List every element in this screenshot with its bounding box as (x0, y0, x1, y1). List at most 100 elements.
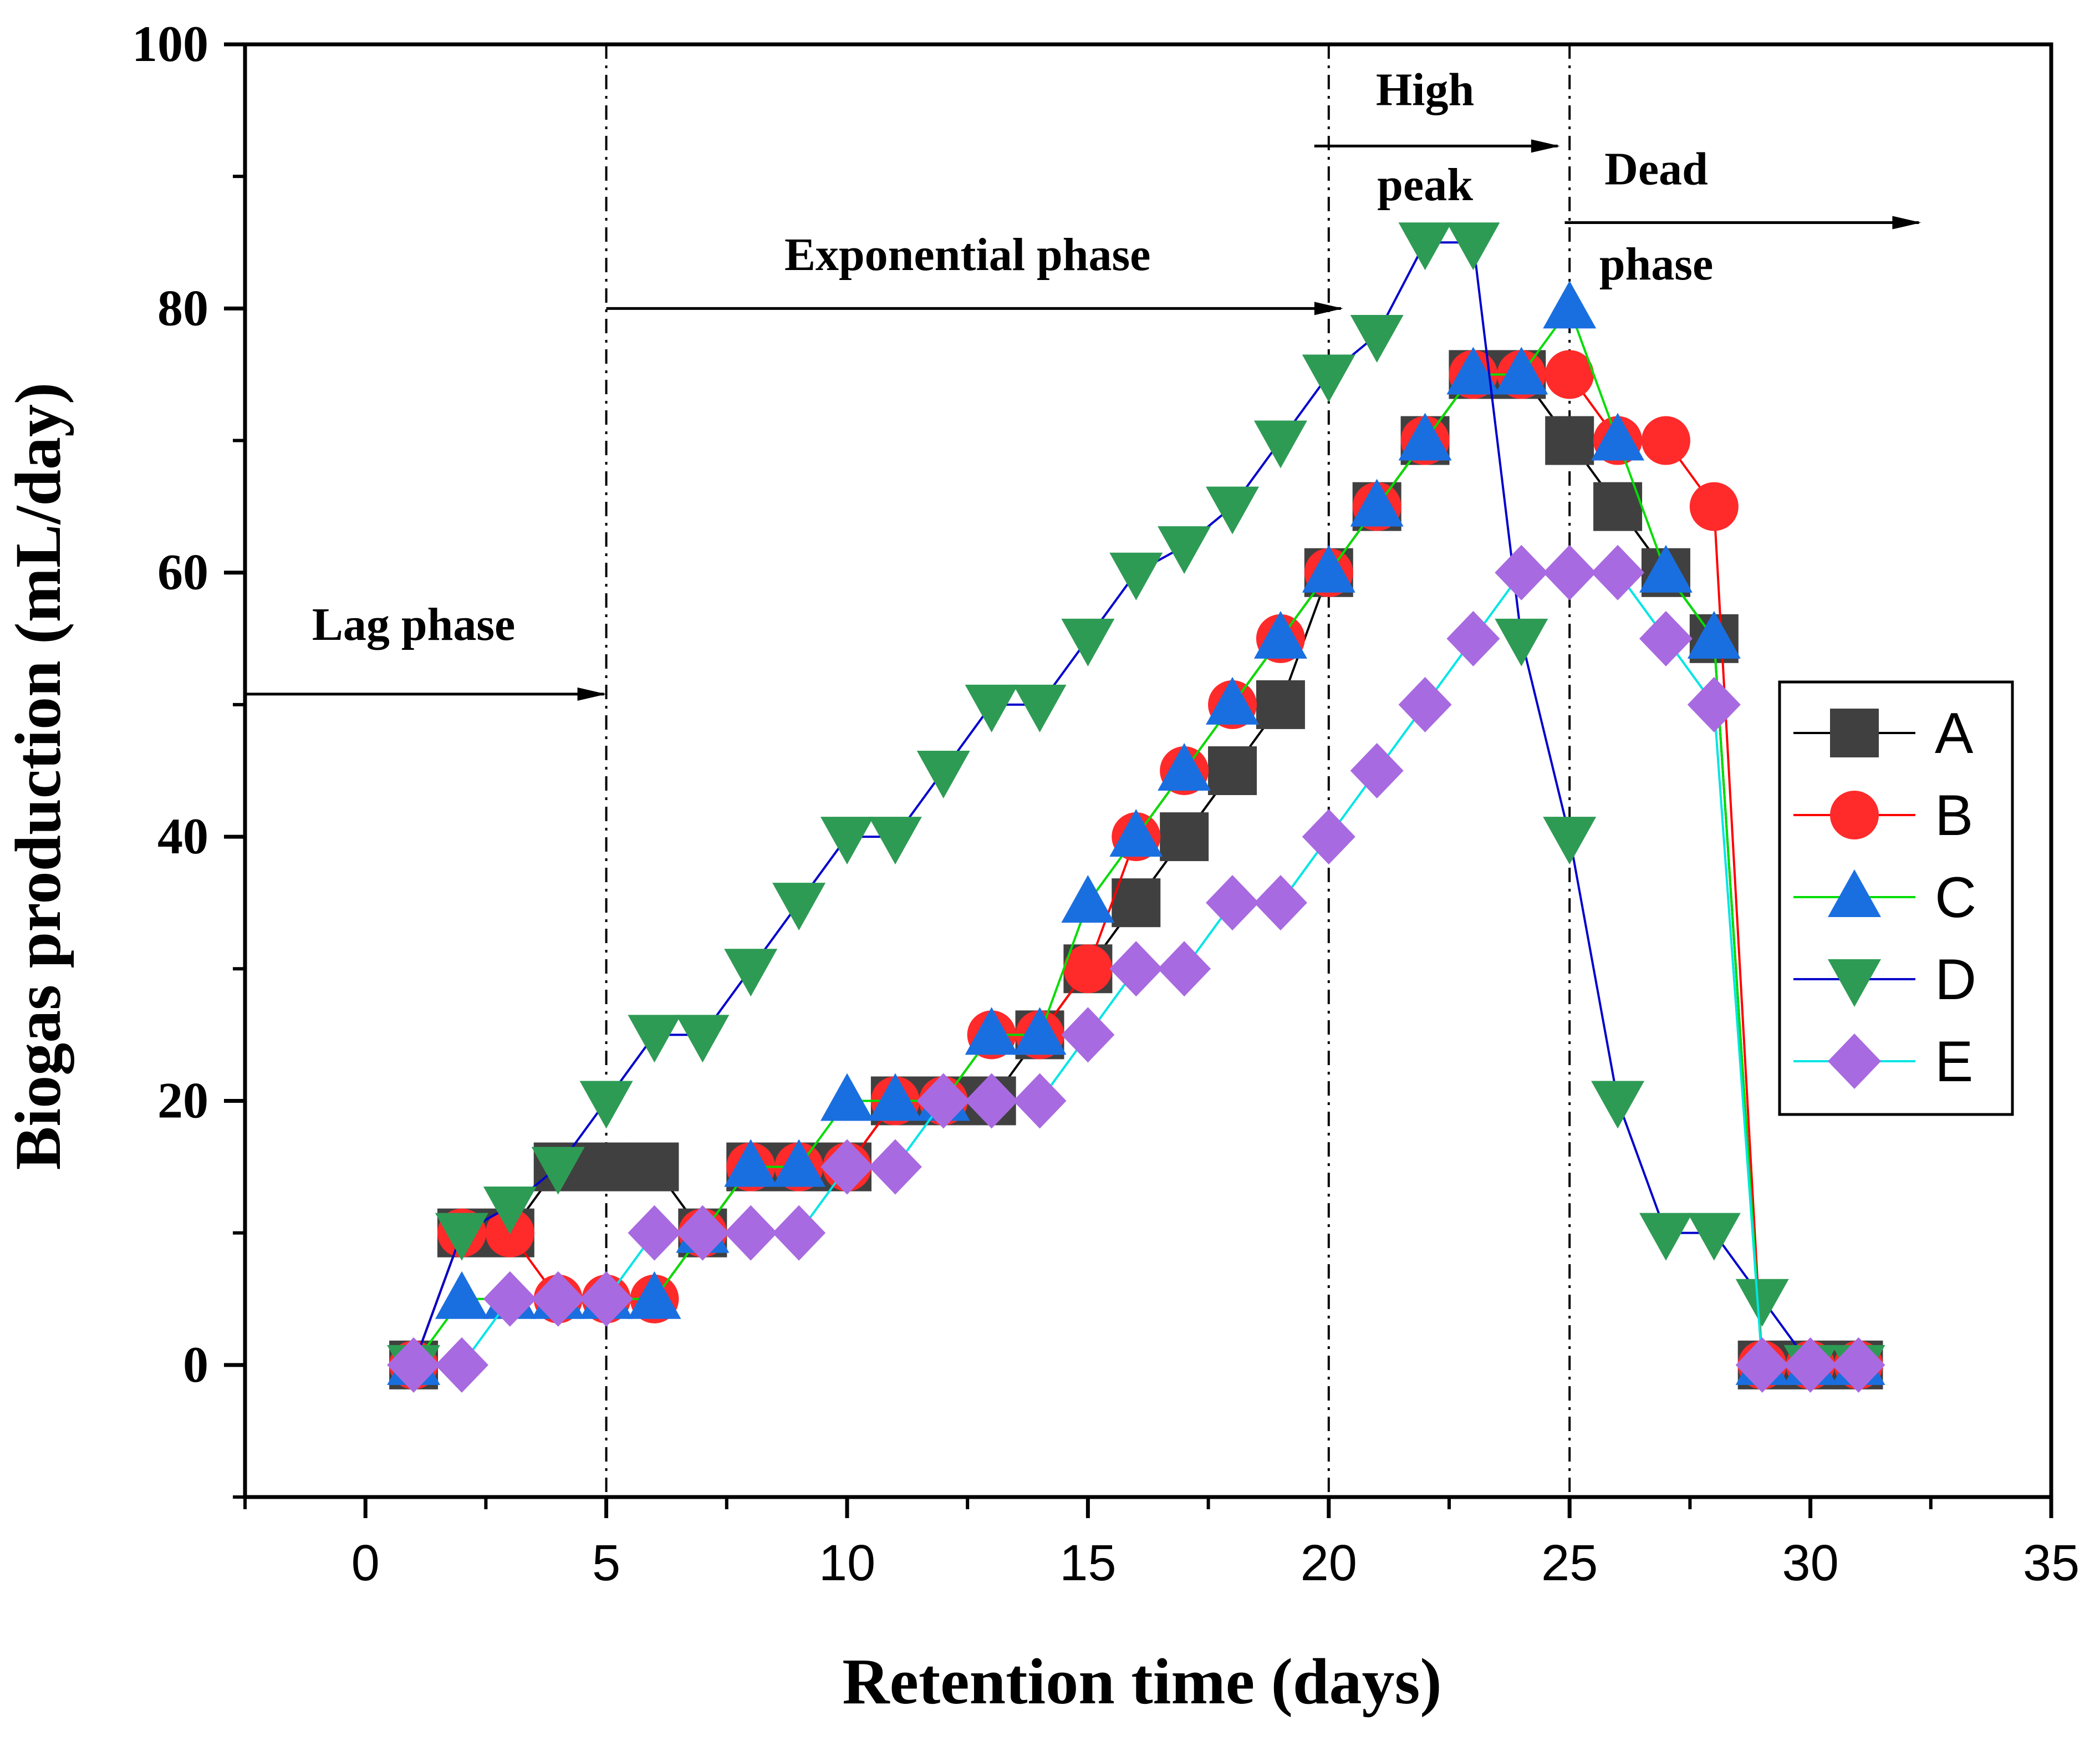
arrow-head (1892, 216, 1921, 230)
series-E-point-22 (1398, 676, 1452, 732)
series-C-point-17 (1158, 743, 1211, 791)
series-E-point-27 (1639, 610, 1693, 666)
series-E-point-8 (724, 1205, 778, 1261)
series-D-point-11 (868, 817, 922, 865)
arrow-head (577, 687, 606, 701)
series-D-point-6 (628, 1015, 681, 1063)
annotation-lag: Lag phase (245, 599, 606, 701)
y-tick-label-100: 100 (132, 16, 208, 72)
x-tick-label-35: 35 (2023, 1535, 2079, 1591)
series-B-point-27 (1641, 416, 1690, 465)
series-E-point-19 (1253, 875, 1307, 931)
y-tick-label-80: 80 (157, 279, 208, 336)
annotation-high-peak-line-2: peak (1377, 159, 1473, 211)
series-A-point-18 (1208, 746, 1257, 795)
series-E-point-1 (387, 1337, 441, 1393)
legend-label-E: E (1935, 1030, 1973, 1094)
series-E-point-11 (868, 1139, 922, 1195)
legend-item-B: B (1793, 783, 1973, 848)
series-C-point-9 (772, 1139, 826, 1187)
series-C-point-22 (1398, 413, 1452, 461)
series-A-point-6 (630, 1142, 679, 1192)
series-D-point-8 (724, 949, 778, 997)
x-tick-label-30: 30 (1782, 1535, 1838, 1591)
series-D-point-4 (531, 1147, 585, 1195)
series-D-point-18 (1206, 486, 1260, 534)
legend-marker-D (1828, 959, 1881, 1007)
series-D-point-17 (1158, 526, 1211, 574)
series-E-point-28 (1687, 676, 1741, 732)
series-E-point-15 (1061, 1007, 1115, 1063)
series-D-point-24 (1495, 618, 1548, 666)
series-E-point-9 (772, 1205, 826, 1261)
series-D-point-27 (1639, 1213, 1693, 1261)
series-C-point-25 (1543, 281, 1597, 329)
annotation-dead-line-2: phase (1599, 238, 1713, 290)
series-D-point-2 (435, 1213, 488, 1261)
series-E-point-24 (1495, 544, 1548, 600)
series-D-point-16 (1109, 552, 1163, 600)
series-B-point-25 (1545, 350, 1594, 399)
series-C-point-2 (435, 1271, 488, 1319)
series-E-point-25 (1543, 544, 1597, 600)
series-E-point-7 (676, 1205, 730, 1261)
y-tick-label-0: 0 (183, 1336, 208, 1393)
series-C-point-21 (1350, 478, 1404, 527)
series-E-point-10 (820, 1139, 874, 1195)
annotation-dead-arrow (1564, 216, 1921, 230)
y-tick-label-40: 40 (157, 808, 208, 864)
annotation-exponential: Exponential phase (606, 229, 1343, 315)
series-A-point-5 (582, 1142, 631, 1192)
series-C-point-16 (1109, 809, 1163, 857)
series-E-point-17 (1158, 941, 1211, 997)
annotation-dead: Dead phase (1564, 143, 1921, 290)
series-D-point-12 (916, 751, 970, 798)
series-C-point-14 (1013, 1007, 1067, 1055)
series-D-point-22 (1398, 222, 1452, 271)
series-D-point-28 (1687, 1213, 1741, 1261)
legend-label-A: A (1935, 701, 1974, 766)
annotation-high-peak: High peak (1314, 64, 1560, 211)
series-C-point-6 (628, 1271, 681, 1319)
annotation-lag-line-1: Lag phase (312, 599, 515, 650)
annotation-exponential-arrow (606, 302, 1343, 315)
series-A-point-26 (1593, 482, 1643, 531)
series-E-point-5 (579, 1271, 633, 1327)
x-tick-label-20: 20 (1301, 1535, 1357, 1591)
x-tick-label-15: 15 (1059, 1535, 1116, 1591)
legend-marker-A (1830, 709, 1879, 757)
legend-marker-E (1828, 1034, 1881, 1089)
series-A-point-16 (1112, 878, 1161, 928)
legend-item-E: E (1793, 1030, 1973, 1094)
legend-label-B: B (1935, 783, 1973, 848)
series-E-point-2 (435, 1337, 488, 1393)
series-D-point-20 (1302, 354, 1355, 403)
series-E-point-3 (483, 1271, 537, 1327)
series-E-point-18 (1206, 875, 1260, 931)
series-D-point-15 (1061, 618, 1115, 666)
legend-label-C: C (1935, 866, 1976, 930)
series-D-point-14 (1013, 684, 1067, 732)
series-C-point-20 (1302, 544, 1355, 593)
plot-frame (243, 42, 2053, 1499)
annotation-lag-arrow (245, 687, 606, 701)
annotation-dead-line-1: Dead (1604, 143, 1708, 195)
arrow-head (1314, 302, 1343, 315)
series-E-point-29 (1735, 1337, 1789, 1393)
series-A-point-17 (1160, 812, 1209, 862)
series-C-point-27 (1639, 544, 1693, 593)
x-tick-label-25: 25 (1541, 1535, 1598, 1591)
y-axis-title: Biogas production (mL/day) (2, 383, 74, 1170)
series-D-point-7 (676, 1015, 730, 1063)
legend-item-C: C (1793, 866, 1976, 930)
series-C-point-23 (1446, 347, 1500, 395)
series-A-point-19 (1256, 680, 1305, 729)
series-C-point-15 (1061, 875, 1115, 923)
series-D-point-26 (1591, 1081, 1645, 1129)
series-E-point-4 (531, 1271, 585, 1327)
x-tick-label-10: 10 (819, 1535, 875, 1591)
series-D (387, 222, 1885, 1393)
series-C-point-26 (1591, 413, 1645, 461)
